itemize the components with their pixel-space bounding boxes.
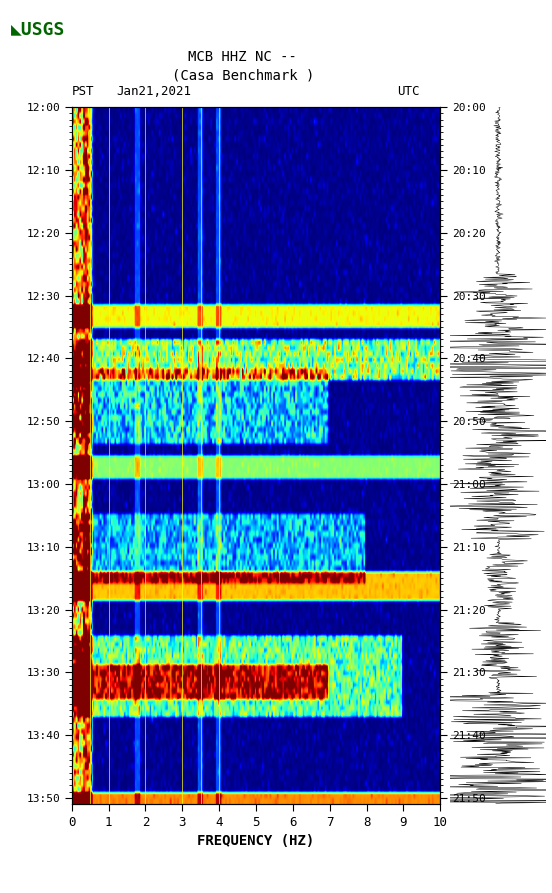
Text: PST: PST xyxy=(72,86,94,98)
Text: UTC: UTC xyxy=(397,86,420,98)
Text: (Casa Benchmark ): (Casa Benchmark ) xyxy=(172,68,314,82)
Text: MCB HHZ NC --: MCB HHZ NC -- xyxy=(188,50,298,64)
X-axis label: FREQUENCY (HZ): FREQUENCY (HZ) xyxy=(198,834,315,848)
Text: ◣USGS: ◣USGS xyxy=(11,21,66,38)
Text: Jan21,2021: Jan21,2021 xyxy=(116,86,191,98)
